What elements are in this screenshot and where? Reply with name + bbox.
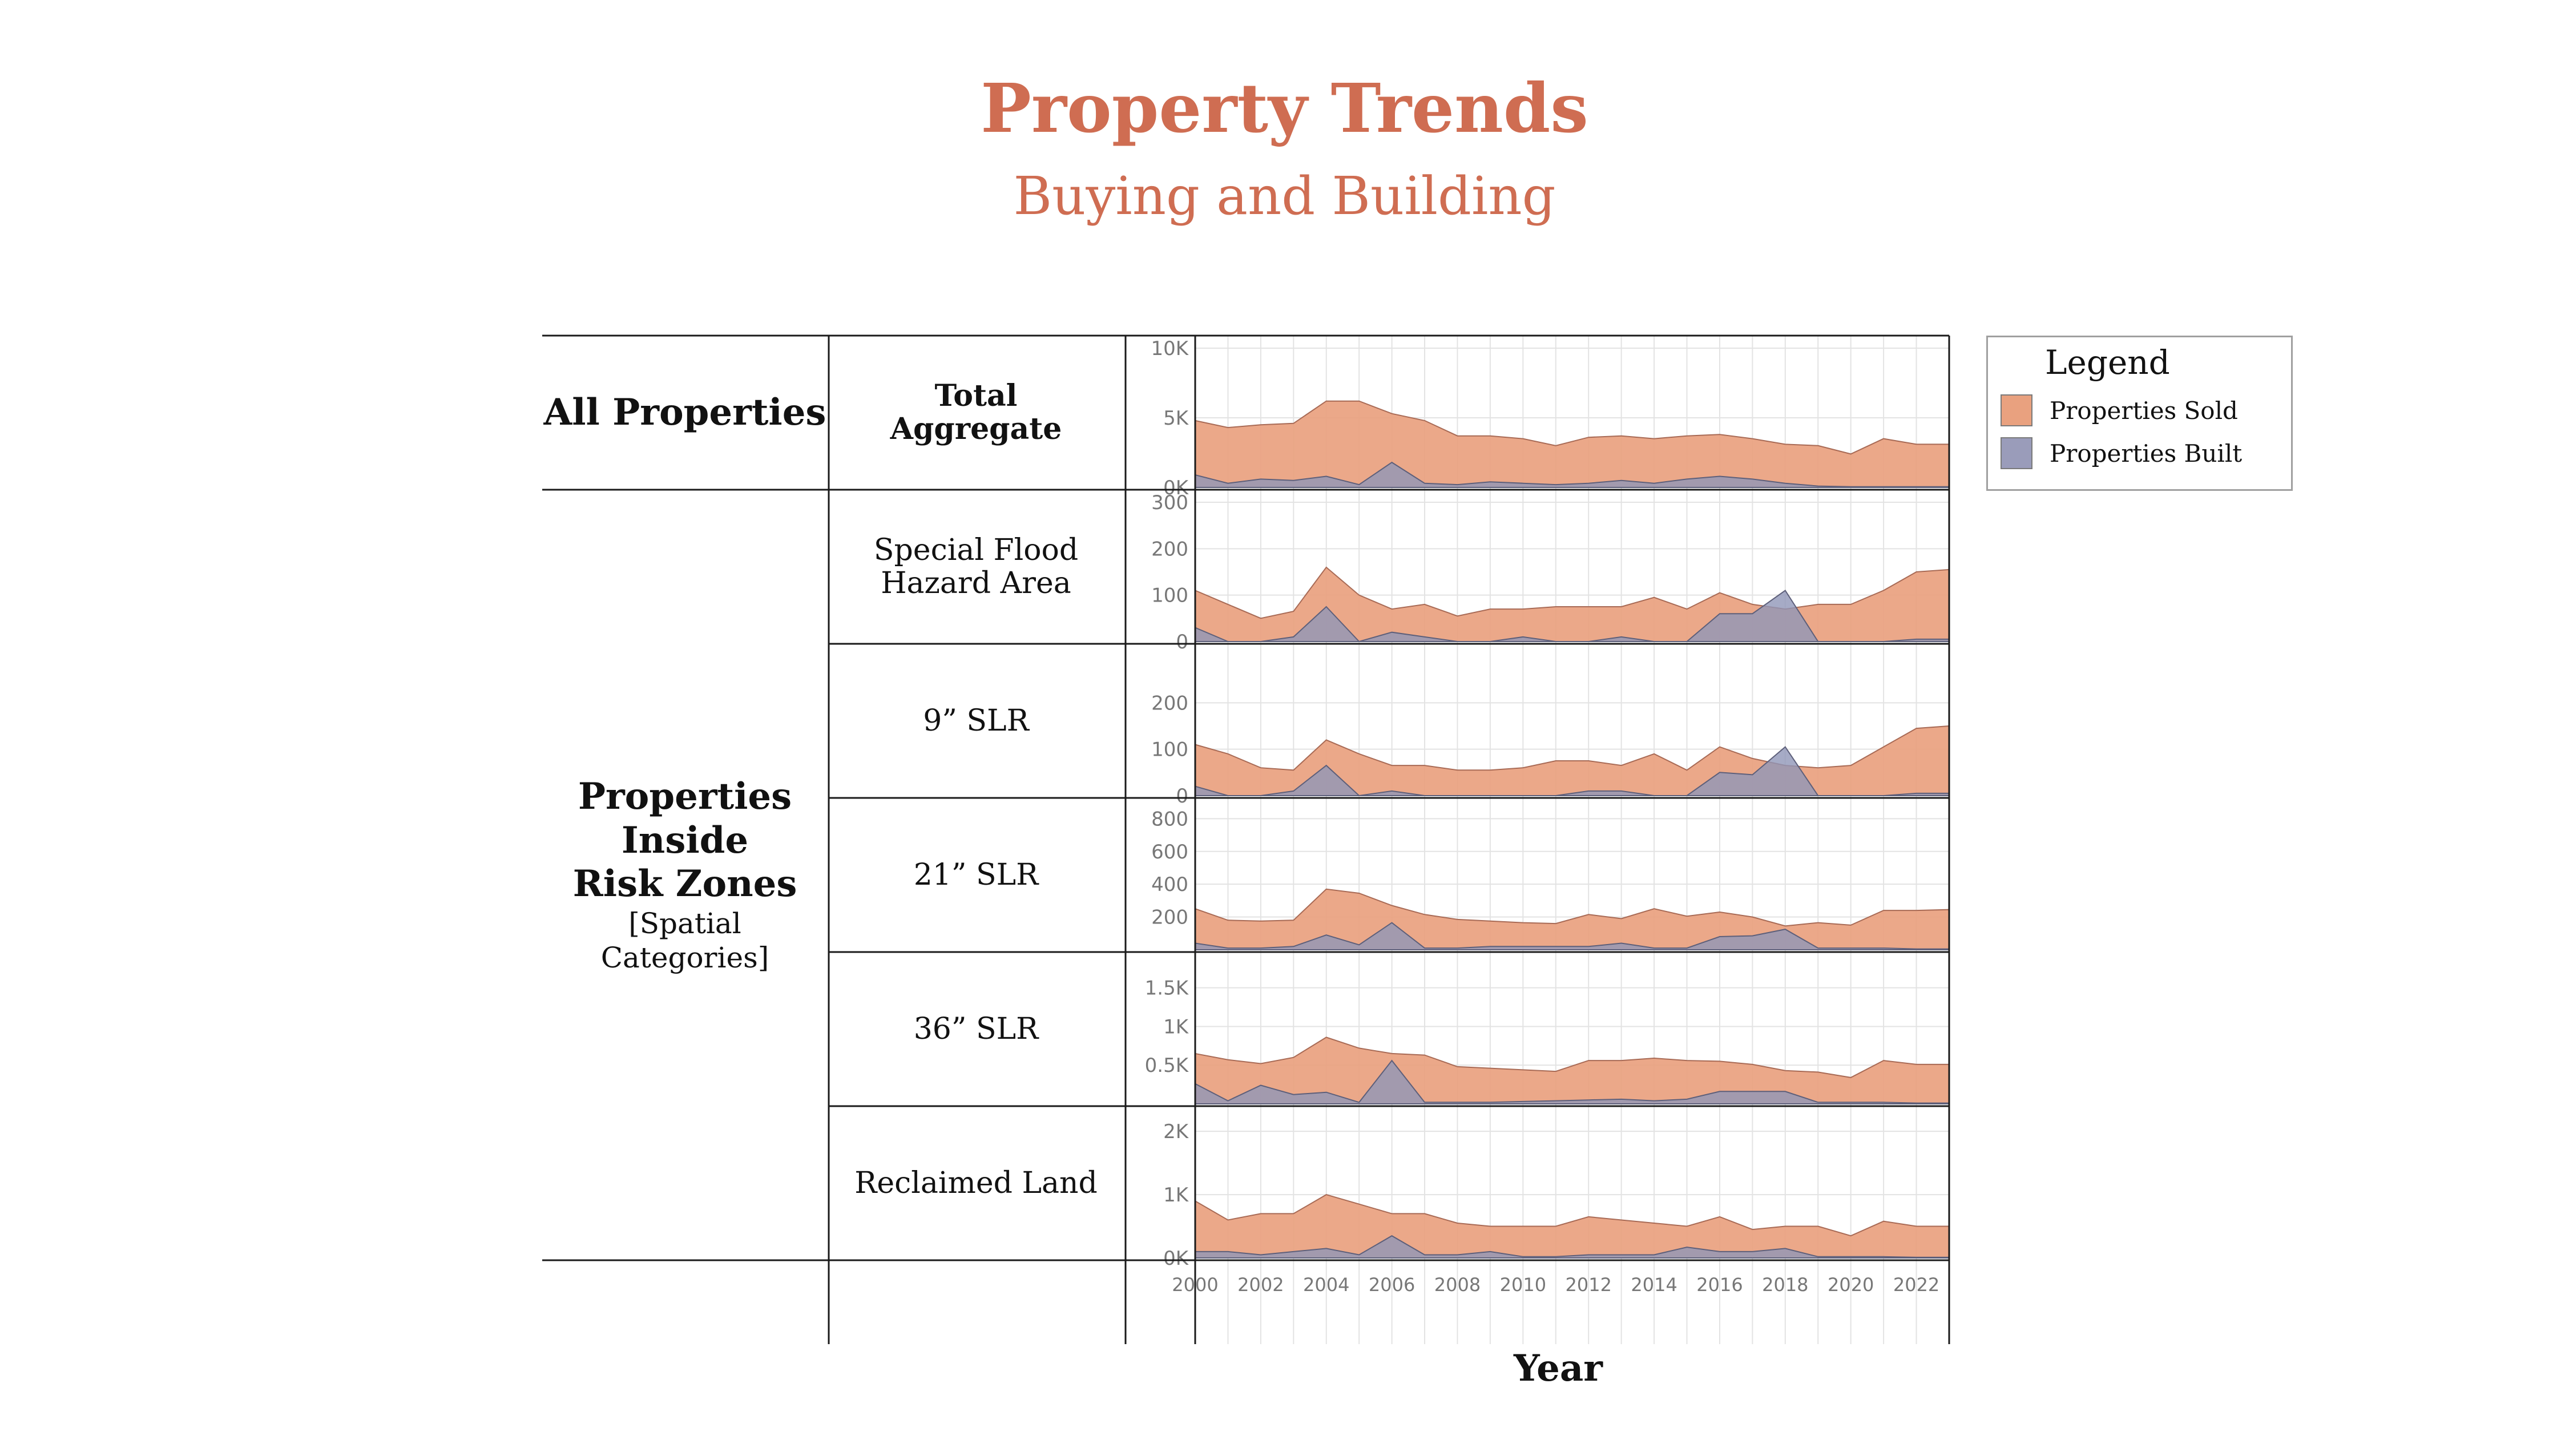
y-tick-label: 400 [1151,873,1188,896]
y-tick-label: 5K [1163,407,1189,430]
category-all-properties: All Properties [543,390,826,434]
y-tick-label: 0K [1163,1247,1189,1270]
y-tick-label: 200 [1151,692,1188,715]
row-label: Total Aggregate [890,378,1062,446]
legend-swatch-sold [2001,394,2032,426]
category-risk-line-1: Properties [578,775,792,818]
chart-subtitle: Buying and Building [1013,166,1556,227]
sold-area [1195,400,1950,488]
category-risk-subtitle: [Spatial Categories] [600,907,769,975]
y-tick-label: 1K [1163,1184,1189,1207]
legend-title: Legend [2045,343,2170,382]
built-area [1195,746,1950,797]
legend: Legend Properties Sold Properties Built [1986,336,2293,491]
y-tick-label: 1.5K [1145,977,1189,1000]
x-tick-label: 2016 [1696,1274,1743,1296]
y-tick-label: 300 [1151,491,1188,514]
built-area [1195,922,1950,950]
built-area [1195,461,1950,488]
y-tick-label: 200 [1151,906,1188,929]
row-label: 9” SLR [923,703,1029,738]
y-tick-label: 10K [1151,337,1189,360]
x-tick-label: 2008 [1434,1274,1481,1296]
x-tick-label: 2004 [1303,1274,1349,1296]
y-tick-label: 800 [1151,808,1188,830]
x-tick-label: 2020 [1828,1274,1874,1296]
row-label: Reclaimed Land [854,1165,1098,1200]
y-tick-label: 1K [1163,1015,1189,1038]
y-tick-label: 0 [1176,631,1188,654]
row-label: 36” SLR [913,1011,1039,1046]
chart-title: Property Trends [981,68,1588,148]
legend-item-built: Properties Built [2001,437,2242,469]
legend-item-sold: Properties Sold [2001,394,2238,426]
x-tick-label: 2014 [1631,1274,1677,1296]
x-tick-label: 2006 [1369,1274,1415,1296]
category-risk-line-3: Risk Zones [572,862,797,906]
legend-swatch-built [2001,437,2032,469]
built-area [1195,590,1950,643]
category-risk-line-2: Inside [621,818,749,862]
category-risk-zones: Properties Inside Risk Zones [Spatial Ca… [542,490,828,1260]
built-area [1195,1059,1950,1104]
built-area [1195,1235,1950,1259]
y-tick-label: 200 [1151,538,1188,560]
x-tick-label: 2022 [1893,1274,1939,1296]
y-tick-label: 100 [1151,739,1188,761]
row-label: Special Flood Hazard Area [873,533,1079,600]
x-tick-label: 2010 [1500,1274,1546,1296]
x-axis-title: Year [1513,1347,1603,1390]
legend-label-sold: Properties Sold [2050,396,2238,425]
x-tick-label: 2002 [1237,1274,1284,1296]
y-tick-label: 2K [1163,1120,1189,1143]
x-tick-label: 2018 [1762,1274,1808,1296]
y-tick-label: 100 [1151,584,1188,607]
y-tick-label: 600 [1151,841,1188,864]
x-tick-label: 2012 [1565,1274,1611,1296]
y-tick-label: 0K [1163,477,1189,499]
row-label: 21” SLR [913,857,1039,892]
sold-area [1195,888,1950,950]
y-tick-label: 0.5K [1145,1054,1189,1077]
y-tick-label: 0 [1176,785,1188,808]
legend-label-built: Properties Built [2050,439,2243,467]
sold-area [1195,1194,1950,1259]
